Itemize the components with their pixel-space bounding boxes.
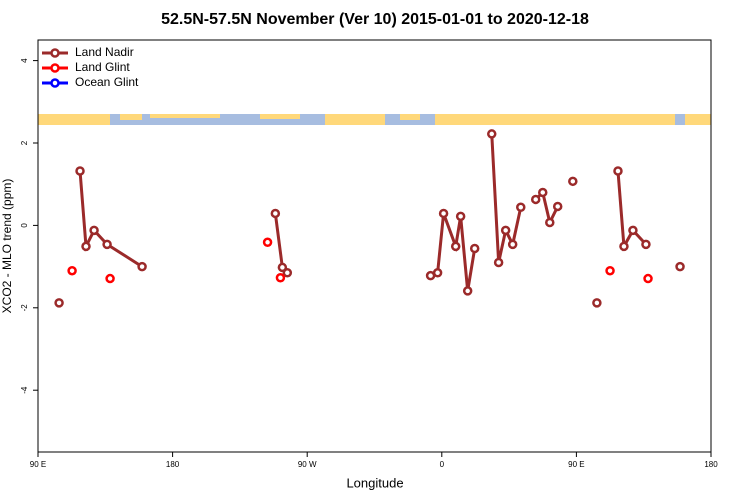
x-tick-label: 90 W (298, 460, 317, 469)
plot-frame (37, 39, 712, 453)
point (137, 261, 147, 272)
legend-marker (50, 78, 60, 88)
point (89, 225, 99, 236)
point (643, 273, 653, 284)
point (545, 217, 555, 228)
x-axis-label: Longitude (346, 475, 403, 490)
map-strip (38, 114, 711, 125)
point (262, 237, 273, 248)
point (469, 243, 480, 254)
x-tick-label: 0 (440, 460, 445, 469)
point (81, 241, 91, 252)
point (487, 129, 497, 139)
point (450, 241, 461, 252)
point (54, 298, 64, 308)
point (432, 268, 443, 278)
point (552, 201, 563, 212)
point (613, 166, 623, 176)
y-tick-label: 4 (20, 58, 29, 63)
x-tick-label: 90 E (30, 460, 46, 469)
y-tick-label: 0 (20, 223, 29, 228)
point (105, 273, 115, 284)
point (530, 194, 541, 205)
chart-title: 52.5N-57.5N November (Ver 10) 2015-01-01… (161, 11, 589, 28)
legend-label: Land Glint (75, 60, 130, 74)
legend-marker (50, 63, 60, 73)
point (270, 208, 281, 219)
point (275, 272, 286, 283)
point (493, 257, 504, 268)
point (592, 298, 602, 308)
point (462, 286, 473, 296)
point (277, 262, 288, 273)
point (75, 166, 85, 176)
point (500, 225, 511, 236)
y-tick-label: -2 (20, 304, 29, 312)
x-tick-label: 180 (704, 460, 718, 469)
x-tick-label: 90 E (568, 460, 584, 469)
legend-marker (50, 48, 60, 58)
point (455, 211, 466, 222)
point (628, 225, 638, 236)
point (619, 241, 629, 252)
series-line (80, 134, 680, 291)
point (438, 208, 449, 219)
legend-label: Land Nadir (75, 45, 134, 59)
x-tick-label: 180 (166, 460, 180, 469)
y-axis-label: XCO2 - MLO trend (ppm) (0, 179, 14, 314)
point (605, 265, 615, 276)
y-tick-label: 2 (20, 140, 29, 145)
legend-label: Ocean Glint (75, 75, 139, 89)
point (67, 265, 77, 276)
point (538, 187, 548, 198)
point (507, 239, 518, 250)
point (282, 268, 293, 278)
point (641, 239, 651, 250)
y-tick-label: -4 (20, 386, 29, 394)
point (102, 239, 112, 250)
point (516, 202, 526, 213)
point (675, 261, 685, 272)
point (568, 176, 578, 187)
